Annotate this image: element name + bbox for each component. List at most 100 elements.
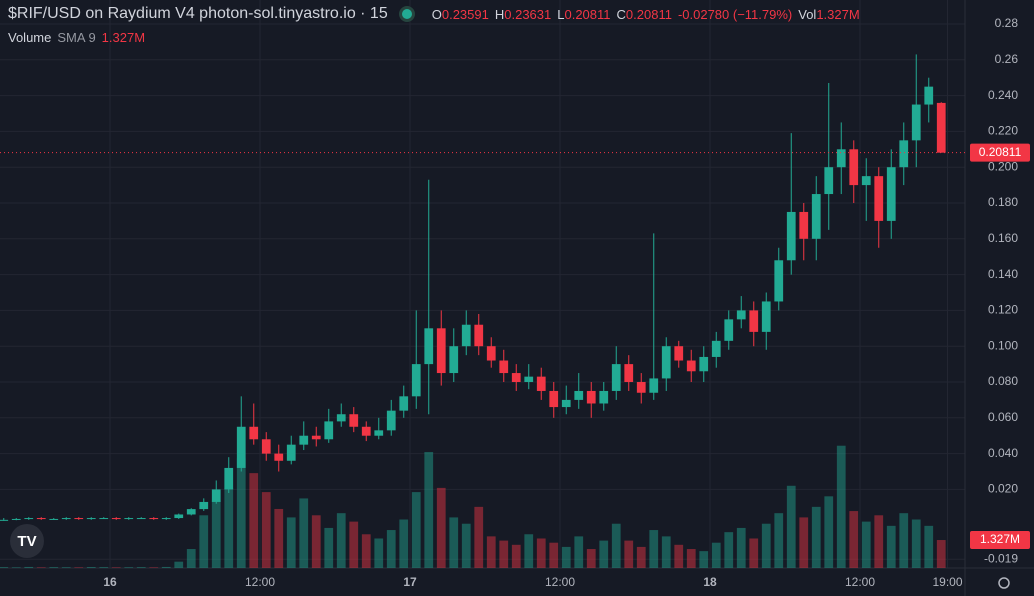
volume-bar [561, 546, 571, 568]
y-tick-label: 0.240 [988, 88, 1018, 102]
volume-bar [386, 530, 396, 568]
vol-item: Vol1.327M [798, 7, 859, 22]
volume-bar [886, 525, 896, 568]
candle-body [786, 211, 796, 261]
volume-title: Volume [8, 30, 52, 45]
vol-label: Vol [798, 6, 817, 22]
header: $RIF/USD on Raydium V4 photon-sol.tinyas… [8, 5, 860, 23]
volume-bar [874, 515, 884, 568]
x-tick-label: 12:00 [545, 575, 575, 589]
volume-bar [524, 534, 534, 568]
candle-body [386, 410, 396, 431]
x-tick-label: 19:00 [932, 575, 962, 589]
candle-body [799, 211, 809, 239]
candle-body [24, 518, 34, 520]
logo-button[interactable]: TV [10, 524, 44, 558]
candle-body [74, 518, 84, 520]
candle-body [736, 310, 746, 320]
ohlc-value: 0.23631 [504, 6, 552, 22]
settings-icon[interactable] [998, 577, 1010, 589]
volume-bar [174, 561, 184, 568]
volume-bar [249, 473, 259, 568]
candle-body [861, 176, 871, 186]
volume-bar [299, 498, 309, 568]
candle-body [561, 399, 571, 408]
volume-bar [836, 445, 846, 568]
candle-body [836, 149, 846, 168]
candle-body [374, 430, 384, 436]
ohlc-item: L0.20811 [557, 7, 610, 22]
volume-bar [224, 487, 234, 568]
y-tick-label: 0.200 [988, 159, 1018, 173]
candle-body [761, 301, 771, 332]
volume-bar [11, 567, 21, 568]
candle-body [99, 518, 109, 520]
volume-bar [924, 525, 934, 568]
candle-body [549, 390, 559, 408]
candle-body [811, 194, 821, 239]
candle-body [61, 518, 71, 520]
y-tick-label: 0.020 [988, 482, 1018, 496]
volume-bar [686, 549, 696, 568]
ohlc-value: 0.20811 [625, 6, 672, 22]
volume-bar [311, 515, 321, 568]
x-tick-label: 17 [403, 575, 417, 589]
volume-bar [736, 527, 746, 568]
ohlc-value: 0.23591 [441, 6, 489, 22]
volume-bar [761, 523, 771, 568]
candle-body [299, 435, 309, 445]
candle-body [486, 346, 496, 361]
candle-body [124, 518, 134, 520]
candle-body [311, 435, 321, 440]
candle-body [924, 86, 934, 105]
volume-bar [674, 544, 684, 568]
volume-tag [970, 531, 1030, 549]
y-tick-label: 0.060 [988, 410, 1018, 424]
candle-body [574, 390, 584, 400]
volume-bar [411, 492, 421, 568]
candle-body [424, 328, 434, 365]
candle-body [661, 346, 671, 379]
volume-bar [236, 458, 246, 568]
candle-body [261, 439, 271, 454]
x-tick-label: 12:00 [845, 575, 875, 589]
candle-body [474, 324, 484, 347]
change: -0.02780 (−11.79%) [677, 6, 793, 22]
volume-bar [574, 536, 584, 568]
candle-body [649, 378, 659, 393]
volume-sma: SMA 9 [57, 30, 96, 45]
ohlc-item: O0.23591 [432, 7, 489, 22]
candle-body [149, 518, 159, 520]
volume-bar [86, 567, 96, 568]
volume-bar [724, 532, 734, 568]
volume-bar [424, 452, 434, 568]
candle-body [86, 518, 96, 520]
candle-body [324, 421, 334, 440]
volume-bar [936, 540, 946, 568]
candle-body [211, 489, 221, 502]
volume-bar [611, 523, 621, 568]
candle-body [899, 140, 909, 168]
volume-bar [286, 517, 296, 568]
volume-bar [511, 544, 521, 568]
ohlc-label: L [557, 6, 565, 22]
volume-bar [374, 538, 384, 568]
volume-bar [111, 567, 121, 568]
candle-body [399, 396, 409, 411]
volume-bar [24, 566, 34, 568]
volume-bar [549, 542, 559, 568]
volume-bar [161, 566, 171, 568]
volume-bar [911, 519, 921, 568]
volume-bar [49, 567, 59, 568]
ohlc-label: H [494, 6, 505, 22]
volume-bar [749, 538, 759, 568]
candle-body [511, 373, 521, 383]
candle-body [499, 360, 509, 374]
volume-bar [474, 506, 484, 568]
volume-bar [261, 492, 271, 568]
candle-body [49, 518, 59, 520]
candle-body [674, 346, 684, 361]
volume-bar [461, 523, 471, 568]
candle-body [361, 426, 371, 436]
